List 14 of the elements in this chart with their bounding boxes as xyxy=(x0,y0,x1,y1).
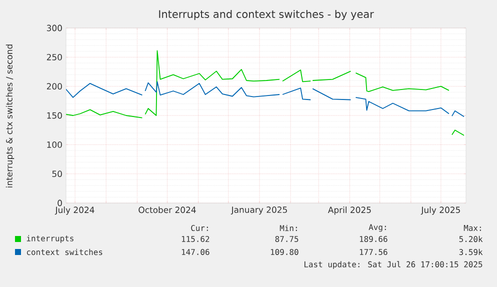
x-tick-label: July 2025 xyxy=(420,206,460,215)
y-tick-label: 250 xyxy=(46,54,62,60)
y-tick-label: 0 xyxy=(58,200,62,206)
y-tick-label: 200 xyxy=(46,83,62,90)
y-tick-label: 150 xyxy=(47,112,62,119)
x-tick-label: October 2024 xyxy=(138,206,196,214)
y-axis-title: interrupts & ctx switches / second xyxy=(6,44,14,188)
x-tick-label: July 2024 xyxy=(54,206,94,215)
x-tick-label: April 2025 xyxy=(328,206,371,215)
y-tick-label: 50 xyxy=(52,170,62,178)
y-tick-label: 300 xyxy=(46,24,62,32)
chart-title: Interrupts and context switches - by year xyxy=(159,10,374,20)
x-tick-label: January 2025 xyxy=(230,206,287,215)
y-tick-label: 100 xyxy=(47,141,62,148)
